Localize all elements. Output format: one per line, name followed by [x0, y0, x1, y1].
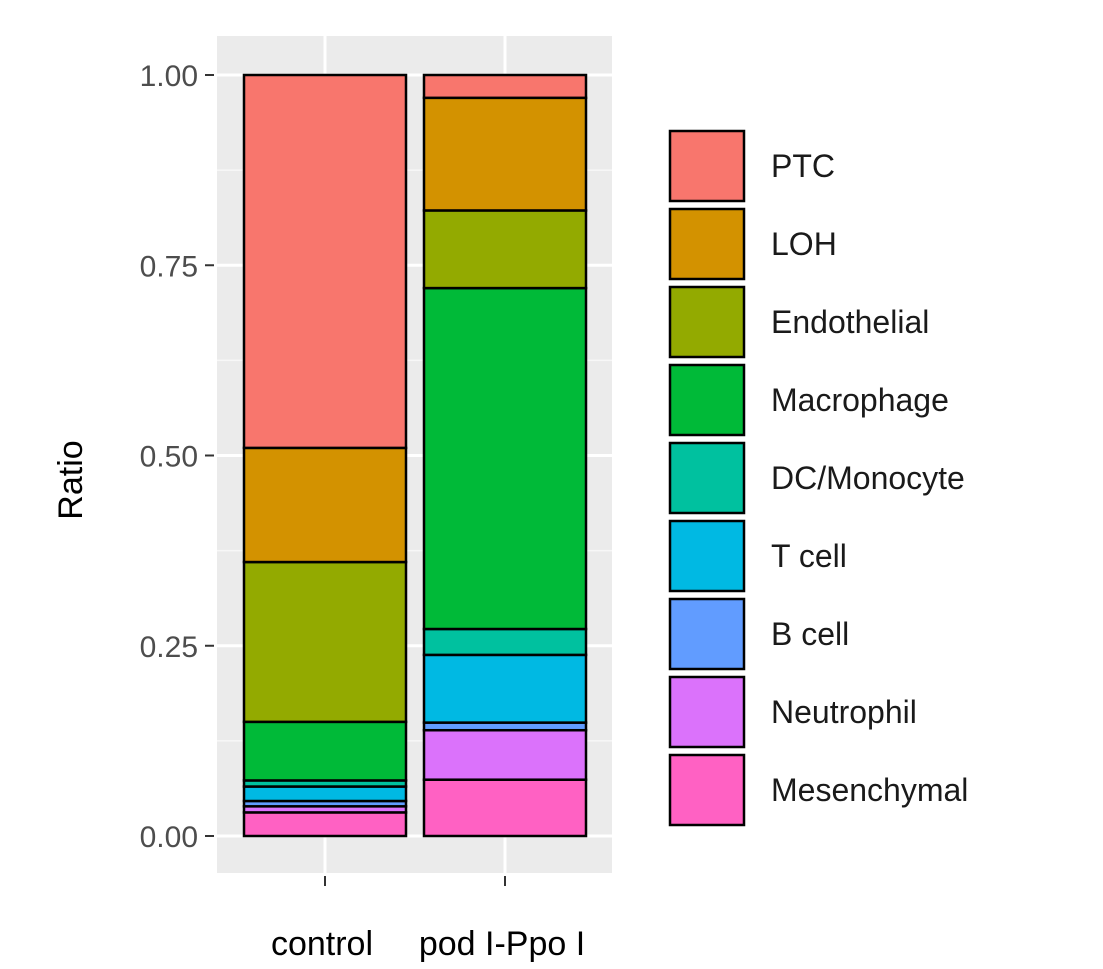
y-axis: 0.00 0.25 0.50 0.75 1.00 — [140, 60, 214, 854]
legend-label: T cell — [771, 538, 847, 574]
legend-key — [668, 675, 746, 749]
y-tick-label: 0.00 — [140, 821, 198, 854]
bars — [242, 73, 588, 838]
legend-key — [668, 129, 746, 203]
legend-label: B cell — [771, 616, 849, 652]
legend-label: LOH — [771, 226, 837, 262]
bar-segment — [422, 627, 588, 657]
x-tick-label: pod I-Ppo I — [419, 925, 585, 963]
bar-segment — [242, 73, 408, 450]
x-axis: control pod I-Ppo I — [271, 876, 585, 963]
y-tick-label: 0.75 — [140, 250, 198, 283]
legend-key — [668, 753, 746, 827]
legend-key — [668, 363, 746, 437]
legend-label: Mesenchymal — [771, 772, 968, 808]
y-axis-title: Ratio — [52, 440, 90, 519]
bar-segment — [242, 811, 408, 838]
y-tick-label: 1.00 — [140, 60, 198, 93]
legend: PTC LOH Endothelial Macrophage DC/Monocyte T … — [668, 129, 968, 827]
legend-key — [668, 207, 746, 281]
y-tick-label: 0.25 — [140, 631, 198, 664]
bar-segment — [422, 209, 588, 290]
legend-label: PTC — [771, 148, 835, 184]
bar-segment — [422, 286, 588, 631]
bar-segment — [242, 720, 408, 782]
bar-segment — [422, 96, 588, 212]
legend-label: DC/Monocyte — [771, 460, 965, 496]
bar-segment — [242, 446, 408, 564]
legend-key — [668, 285, 746, 359]
bar-segment — [422, 73, 588, 100]
bar-segment — [422, 778, 588, 838]
legend-label: Endothelial — [771, 304, 929, 340]
legend-key — [668, 519, 746, 593]
legend-label: Neutrophil — [771, 694, 917, 730]
bar-segment — [422, 653, 588, 724]
bar-segment — [242, 560, 408, 724]
x-tick-label: control — [271, 925, 373, 963]
legend-key — [668, 597, 746, 671]
bar-segment — [422, 728, 588, 781]
bar-segment — [242, 785, 408, 803]
legend-label: Macrophage — [771, 382, 949, 418]
y-tick-label: 0.50 — [140, 441, 198, 474]
legend-key — [668, 441, 746, 515]
